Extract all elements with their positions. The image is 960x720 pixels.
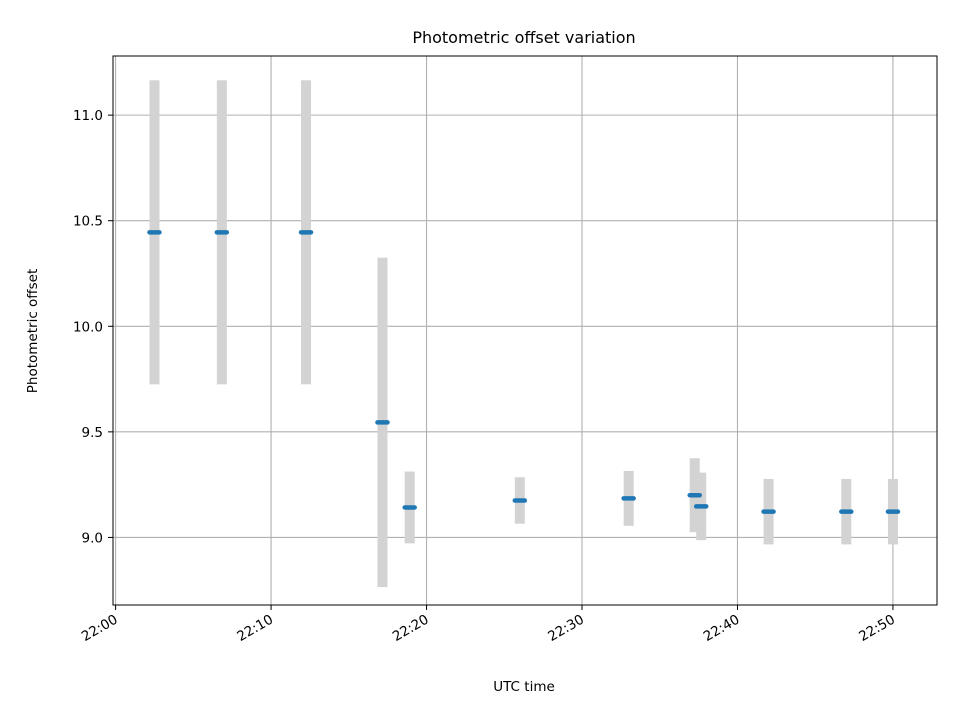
x-tick-label: 22:10 [234, 612, 276, 645]
x-tick-label: 22:50 [856, 612, 898, 645]
y-tick-label: 9.0 [82, 530, 103, 546]
y-tick-label: 9.5 [82, 425, 103, 441]
x-tick-label: 22:30 [545, 612, 587, 645]
y-tick-label: 10.0 [73, 319, 103, 335]
error-bars [149, 80, 898, 588]
y-tick-label: 11.0 [73, 108, 103, 124]
y-axis: 9.0 9.5 10.0 10.5 11.0 [73, 108, 113, 546]
x-tick-label: 22:00 [79, 612, 121, 645]
x-tick-label: 22:20 [390, 612, 432, 645]
y-axis-label: Photometric offset [25, 269, 41, 393]
grid [113, 56, 937, 605]
data-points [147, 230, 901, 514]
x-axis: 22:00 22:10 22:20 22:30 22:40 22:50 [79, 605, 898, 645]
chart-title: Photometric offset variation [412, 28, 635, 47]
plot-frame [112, 55, 938, 606]
y-tick-label: 10.5 [73, 214, 103, 230]
x-axis-label: UTC time [493, 679, 555, 695]
x-tick-label: 22:40 [701, 612, 743, 645]
